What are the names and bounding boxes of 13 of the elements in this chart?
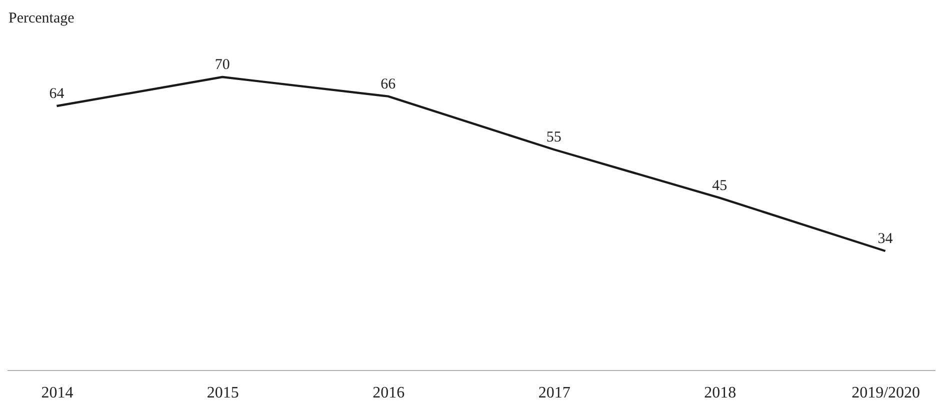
x-tick-label: 2016 xyxy=(372,384,405,402)
x-tick-label: 2015 xyxy=(206,384,239,402)
data-label: 45 xyxy=(712,178,728,194)
x-tick-label: 2014 xyxy=(41,384,74,402)
x-tick-label: 2017 xyxy=(538,384,570,402)
data-label: 34 xyxy=(878,231,894,247)
data-label: 70 xyxy=(214,57,230,73)
x-tick-label: 2018 xyxy=(704,384,736,402)
data-label: 66 xyxy=(380,76,396,92)
data-label: 64 xyxy=(49,86,65,102)
data-label: 55 xyxy=(546,130,562,146)
y-axis-title: Percentage xyxy=(8,10,75,26)
x-tick-label: 2019/2020 xyxy=(852,384,920,402)
